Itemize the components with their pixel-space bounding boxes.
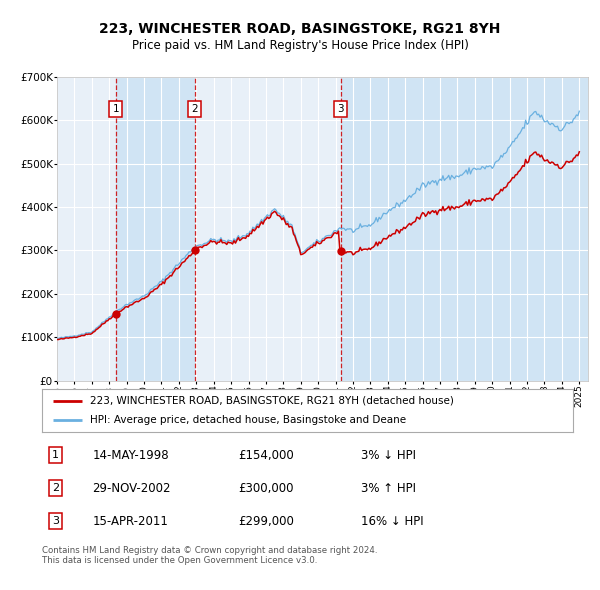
Text: 223, WINCHESTER ROAD, BASINGSTOKE, RG21 8YH: 223, WINCHESTER ROAD, BASINGSTOKE, RG21 … xyxy=(100,22,500,37)
Text: 223, WINCHESTER ROAD, BASINGSTOKE, RG21 8YH (detached house): 223, WINCHESTER ROAD, BASINGSTOKE, RG21 … xyxy=(90,396,454,406)
Text: 2: 2 xyxy=(52,483,59,493)
Text: £154,000: £154,000 xyxy=(238,448,294,462)
Text: 3: 3 xyxy=(337,104,344,114)
Bar xyxy=(341,77,588,381)
Text: 3% ↓ HPI: 3% ↓ HPI xyxy=(361,448,416,462)
Text: 3% ↑ HPI: 3% ↑ HPI xyxy=(361,481,416,495)
Text: £299,000: £299,000 xyxy=(238,514,295,528)
Text: 16% ↓ HPI: 16% ↓ HPI xyxy=(361,514,423,528)
Text: 14-MAY-1998: 14-MAY-1998 xyxy=(92,448,169,462)
Text: 3: 3 xyxy=(52,516,59,526)
Text: HPI: Average price, detached house, Basingstoke and Deane: HPI: Average price, detached house, Basi… xyxy=(90,415,406,425)
Text: 1: 1 xyxy=(112,104,119,114)
Text: 29-NOV-2002: 29-NOV-2002 xyxy=(92,481,171,495)
Text: 15-APR-2011: 15-APR-2011 xyxy=(92,514,169,528)
Text: 1: 1 xyxy=(52,450,59,460)
Text: Contains HM Land Registry data © Crown copyright and database right 2024.
This d: Contains HM Land Registry data © Crown c… xyxy=(42,546,377,565)
Text: 2: 2 xyxy=(191,104,198,114)
Text: £300,000: £300,000 xyxy=(238,481,294,495)
Text: Price paid vs. HM Land Registry's House Price Index (HPI): Price paid vs. HM Land Registry's House … xyxy=(131,39,469,52)
Bar xyxy=(116,77,195,381)
